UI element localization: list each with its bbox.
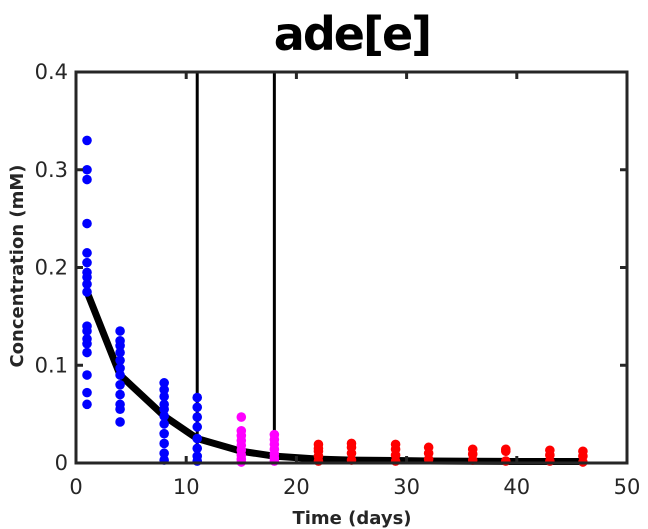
chart-title: ade[e] — [274, 7, 430, 61]
data-point-s0-13 — [82, 338, 92, 349]
y-tick-label-4: 0.4 — [35, 60, 68, 84]
data-point-s0-43 — [192, 412, 203, 422]
plot-background — [76, 72, 627, 463]
data-point-s0-22 — [115, 355, 125, 366]
data-point-s0-4 — [82, 248, 92, 258]
data-point-s0-20 — [115, 340, 125, 351]
y-tick-label-1: 0.1 — [35, 353, 68, 377]
axes-layer: 0 10 20 30 40 50 0 0.1 0.2 0.3 0.4 — [35, 60, 641, 499]
data-point-s0-3 — [82, 218, 92, 229]
y-tick-label-2: 0.2 — [35, 256, 68, 280]
x-tick-label-5: 50 — [614, 475, 641, 499]
y-tick-label-0: 0 — [55, 451, 68, 475]
data-point-s0-25 — [115, 380, 125, 390]
data-point-s0-30 — [159, 378, 169, 388]
data-point-s0-21 — [115, 347, 125, 358]
x-tick-label-3: 30 — [393, 475, 420, 499]
data-point-s2-20 — [500, 446, 511, 457]
data-point-s0-29 — [115, 417, 125, 427]
y-axis-label: Concentration (mM) — [7, 164, 28, 367]
data-point-s0-17 — [82, 399, 92, 410]
data-point-s0-11 — [82, 326, 92, 336]
data-point-s0-32 — [159, 391, 169, 402]
data-point-s0-0 — [82, 135, 92, 146]
x-tick-label-0: 0 — [69, 475, 82, 499]
data-point-s0-5 — [82, 257, 92, 268]
data-point-s0-39 — [159, 448, 169, 459]
data-point-s0-42 — [192, 402, 203, 413]
data-point-s0-28 — [115, 404, 125, 415]
data-point-s1-0 — [236, 412, 247, 422]
data-point-s0-41 — [192, 392, 203, 403]
data-point-s0-38 — [159, 438, 169, 449]
data-point-s0-34 — [159, 404, 169, 415]
data-point-s0-1 — [82, 164, 92, 175]
data-point-s0-16 — [82, 387, 92, 398]
fit-curve — [83, 288, 587, 466]
data-point-s0-8 — [82, 279, 92, 289]
data-point-s0-2 — [82, 174, 92, 185]
x-axis-label: Time (days) — [292, 508, 411, 529]
data-point-s0-24 — [115, 370, 125, 380]
data-point-s0-15 — [82, 370, 92, 380]
plot-area — [76, 72, 627, 463]
data-point-s0-46 — [192, 443, 203, 454]
data-point-s0-18 — [115, 326, 125, 336]
data-point-s0-26 — [115, 389, 125, 400]
data-point-s0-44 — [192, 422, 203, 432]
x-tick-label-2: 20 — [283, 475, 310, 499]
data-point-s2-7 — [346, 448, 357, 459]
fit-curve-layer — [83, 288, 587, 466]
x-tick-label-1: 10 — [173, 475, 200, 499]
data-point-s2-15 — [423, 454, 434, 464]
data-point-s0-7 — [82, 272, 92, 283]
x-tick-label-4: 40 — [503, 475, 530, 499]
data-point-s0-45 — [192, 433, 203, 444]
data-point-s0-31 — [159, 384, 169, 395]
data-point-s0-37 — [159, 428, 169, 439]
data-point-s0-35 — [159, 411, 169, 421]
data-point-s0-9 — [82, 287, 92, 297]
data-point-s0-23 — [115, 363, 125, 373]
y-tick-label-3: 0.3 — [35, 158, 68, 182]
data-point-s0-36 — [159, 419, 169, 429]
data-point-s0-14 — [82, 347, 92, 358]
